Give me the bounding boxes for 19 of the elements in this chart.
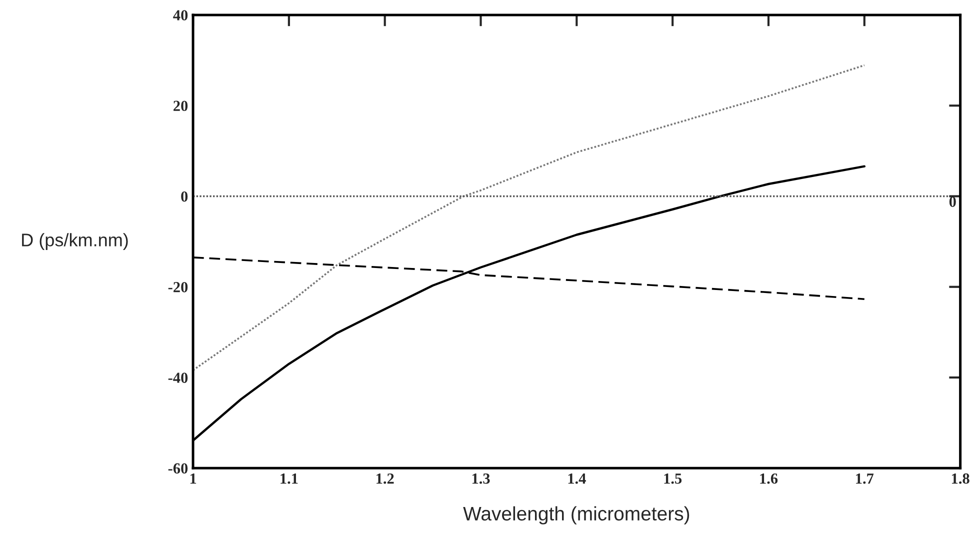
x-tick-label: 1.8 xyxy=(952,473,970,484)
y-tick-label: -40 xyxy=(168,372,188,383)
y-tick-label: -20 xyxy=(168,282,188,292)
ref-line-label: 0 xyxy=(949,196,956,207)
x-tick-label: 1.7 xyxy=(856,474,874,484)
y-tick-label: 20 xyxy=(174,100,188,112)
x-tick-label: 1.5 xyxy=(664,474,682,484)
x-tick-label: 1.3 xyxy=(472,473,490,484)
y-axis-title: D (ps/km.nm) xyxy=(22,233,128,250)
y-tick-label: 0 xyxy=(181,191,188,202)
x-tick-label: 1 xyxy=(190,474,196,484)
x-tick-label: 1.6 xyxy=(760,473,778,484)
x-tick-label: 1.1 xyxy=(280,474,298,484)
x-tick-label: 1.4 xyxy=(568,474,586,484)
y-tick-label: -60 xyxy=(168,463,188,474)
x-axis-title: Wavelength (micrometers) xyxy=(463,506,690,524)
y-tick-label: 40 xyxy=(173,10,188,20)
x-tick-label: 1.2 xyxy=(376,473,394,484)
line-series xyxy=(193,64,866,372)
